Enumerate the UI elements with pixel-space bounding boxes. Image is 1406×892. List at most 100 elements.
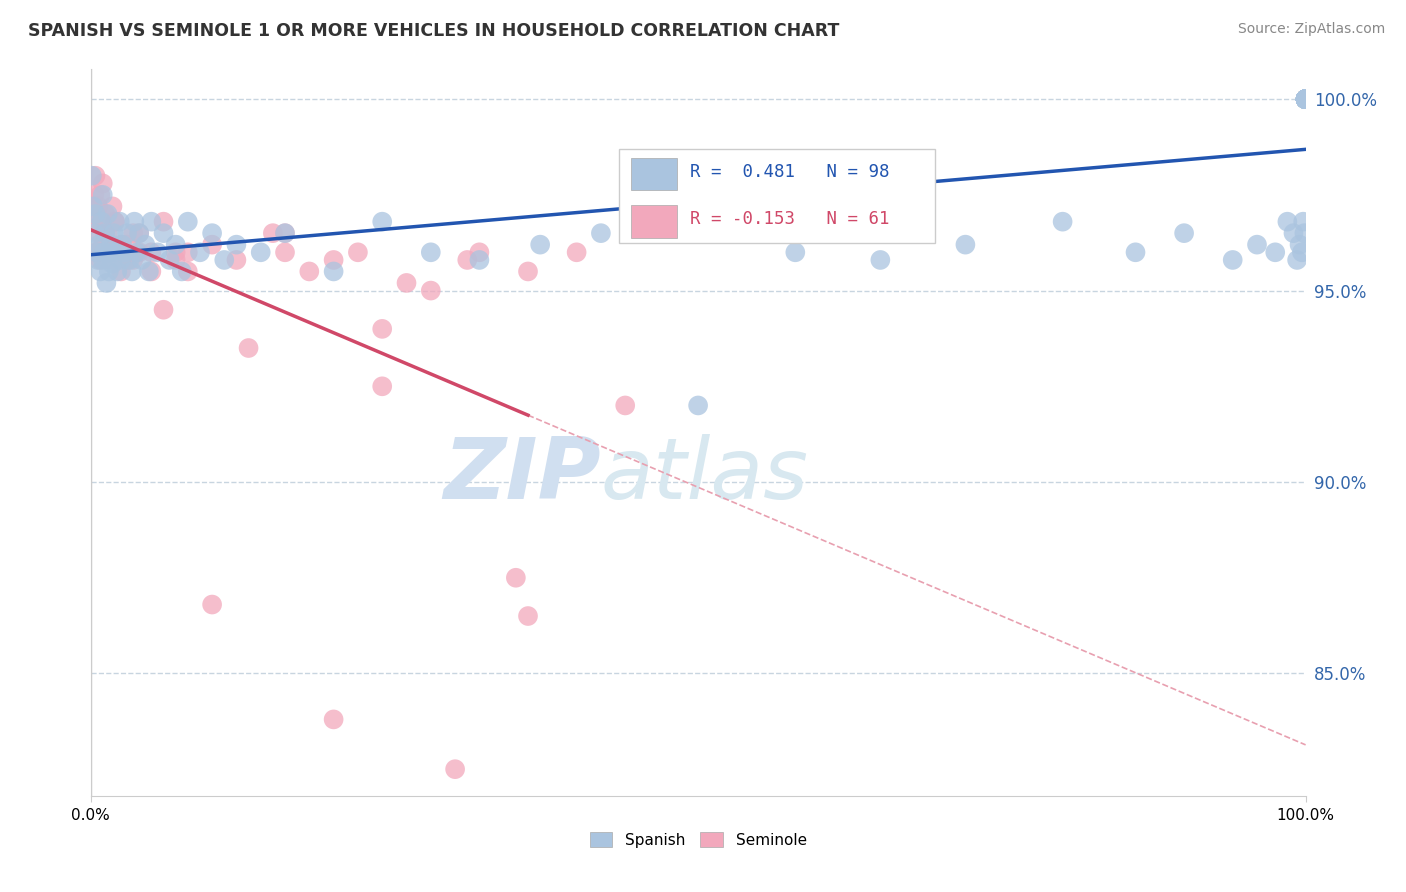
Point [177, 215, 200, 229]
Point [146, 245, 169, 260]
Point [97, 264, 120, 278]
Point [100, 237, 122, 252]
Point [128, 226, 150, 240]
Point [322, 252, 344, 267]
Point [1295, 92, 1317, 106]
Point [188, 245, 211, 260]
Point [1286, 252, 1309, 267]
Point [114, 245, 136, 260]
Point [225, 237, 247, 252]
Point [82, 215, 104, 229]
FancyBboxPatch shape [619, 149, 935, 244]
Point [104, 215, 127, 229]
Point [93, 245, 115, 260]
Point [111, 237, 134, 252]
Point [529, 237, 551, 252]
Point [1295, 92, 1317, 106]
Point [110, 252, 132, 267]
Point [165, 237, 187, 252]
Point [225, 252, 247, 267]
Point [371, 215, 394, 229]
Point [1295, 92, 1317, 106]
Point [1295, 92, 1317, 106]
Point [419, 284, 441, 298]
Point [84, 169, 107, 183]
Point [83, 226, 105, 240]
Point [468, 245, 491, 260]
Point [1246, 237, 1268, 252]
Point [274, 245, 297, 260]
Point [84, 207, 107, 221]
Point [785, 245, 807, 260]
Point [1125, 245, 1147, 260]
Point [347, 245, 370, 260]
Point [110, 237, 132, 252]
Point [1295, 92, 1317, 106]
Point [444, 762, 467, 776]
Point [87, 237, 110, 252]
Point [141, 215, 163, 229]
Point [91, 177, 114, 191]
Point [274, 226, 297, 240]
Point [159, 252, 181, 267]
Point [1295, 92, 1317, 106]
Point [104, 245, 127, 260]
Point [614, 399, 637, 413]
Point [1295, 92, 1317, 106]
Point [87, 199, 110, 213]
Point [94, 226, 117, 240]
Point [101, 257, 124, 271]
Point [98, 245, 121, 260]
Point [83, 187, 105, 202]
Point [104, 215, 127, 229]
Point [1295, 92, 1317, 106]
Point [201, 598, 224, 612]
Point [134, 237, 156, 252]
Point [201, 237, 224, 252]
Point [124, 215, 146, 229]
Point [141, 264, 163, 278]
Point [1295, 92, 1317, 106]
Point [1282, 226, 1305, 240]
Point [1295, 92, 1317, 106]
Point [90, 215, 112, 229]
Point [97, 207, 120, 221]
Point [1222, 252, 1244, 267]
Point [177, 264, 200, 278]
Point [262, 226, 284, 240]
Point [89, 187, 111, 202]
Point [238, 341, 260, 355]
Point [1295, 92, 1317, 106]
Point [274, 226, 297, 240]
Point [115, 226, 138, 240]
Point [371, 379, 394, 393]
Point [91, 252, 114, 267]
Point [91, 237, 114, 252]
Point [1295, 92, 1317, 106]
Point [1295, 92, 1317, 106]
Point [869, 252, 891, 267]
Point [456, 252, 478, 267]
Point [201, 226, 224, 240]
Point [517, 264, 540, 278]
Point [97, 226, 120, 240]
Point [165, 252, 187, 267]
Point [468, 252, 491, 267]
Point [589, 226, 612, 240]
Point [94, 226, 117, 240]
Text: SPANISH VS SEMINOLE 1 OR MORE VEHICLES IN HOUSEHOLD CORRELATION CHART: SPANISH VS SEMINOLE 1 OR MORE VEHICLES I… [28, 22, 839, 40]
Point [1295, 92, 1317, 106]
Bar [631, 205, 678, 237]
Point [371, 322, 394, 336]
Point [1277, 215, 1299, 229]
Point [1173, 226, 1195, 240]
Point [165, 245, 187, 260]
Point [89, 252, 111, 267]
Point [1295, 92, 1317, 106]
Point [1295, 92, 1317, 106]
Point [419, 245, 441, 260]
Point [138, 264, 160, 278]
Point [1295, 92, 1317, 106]
Legend: Spanish, Seminole: Spanish, Seminole [583, 826, 813, 854]
Point [1264, 245, 1286, 260]
